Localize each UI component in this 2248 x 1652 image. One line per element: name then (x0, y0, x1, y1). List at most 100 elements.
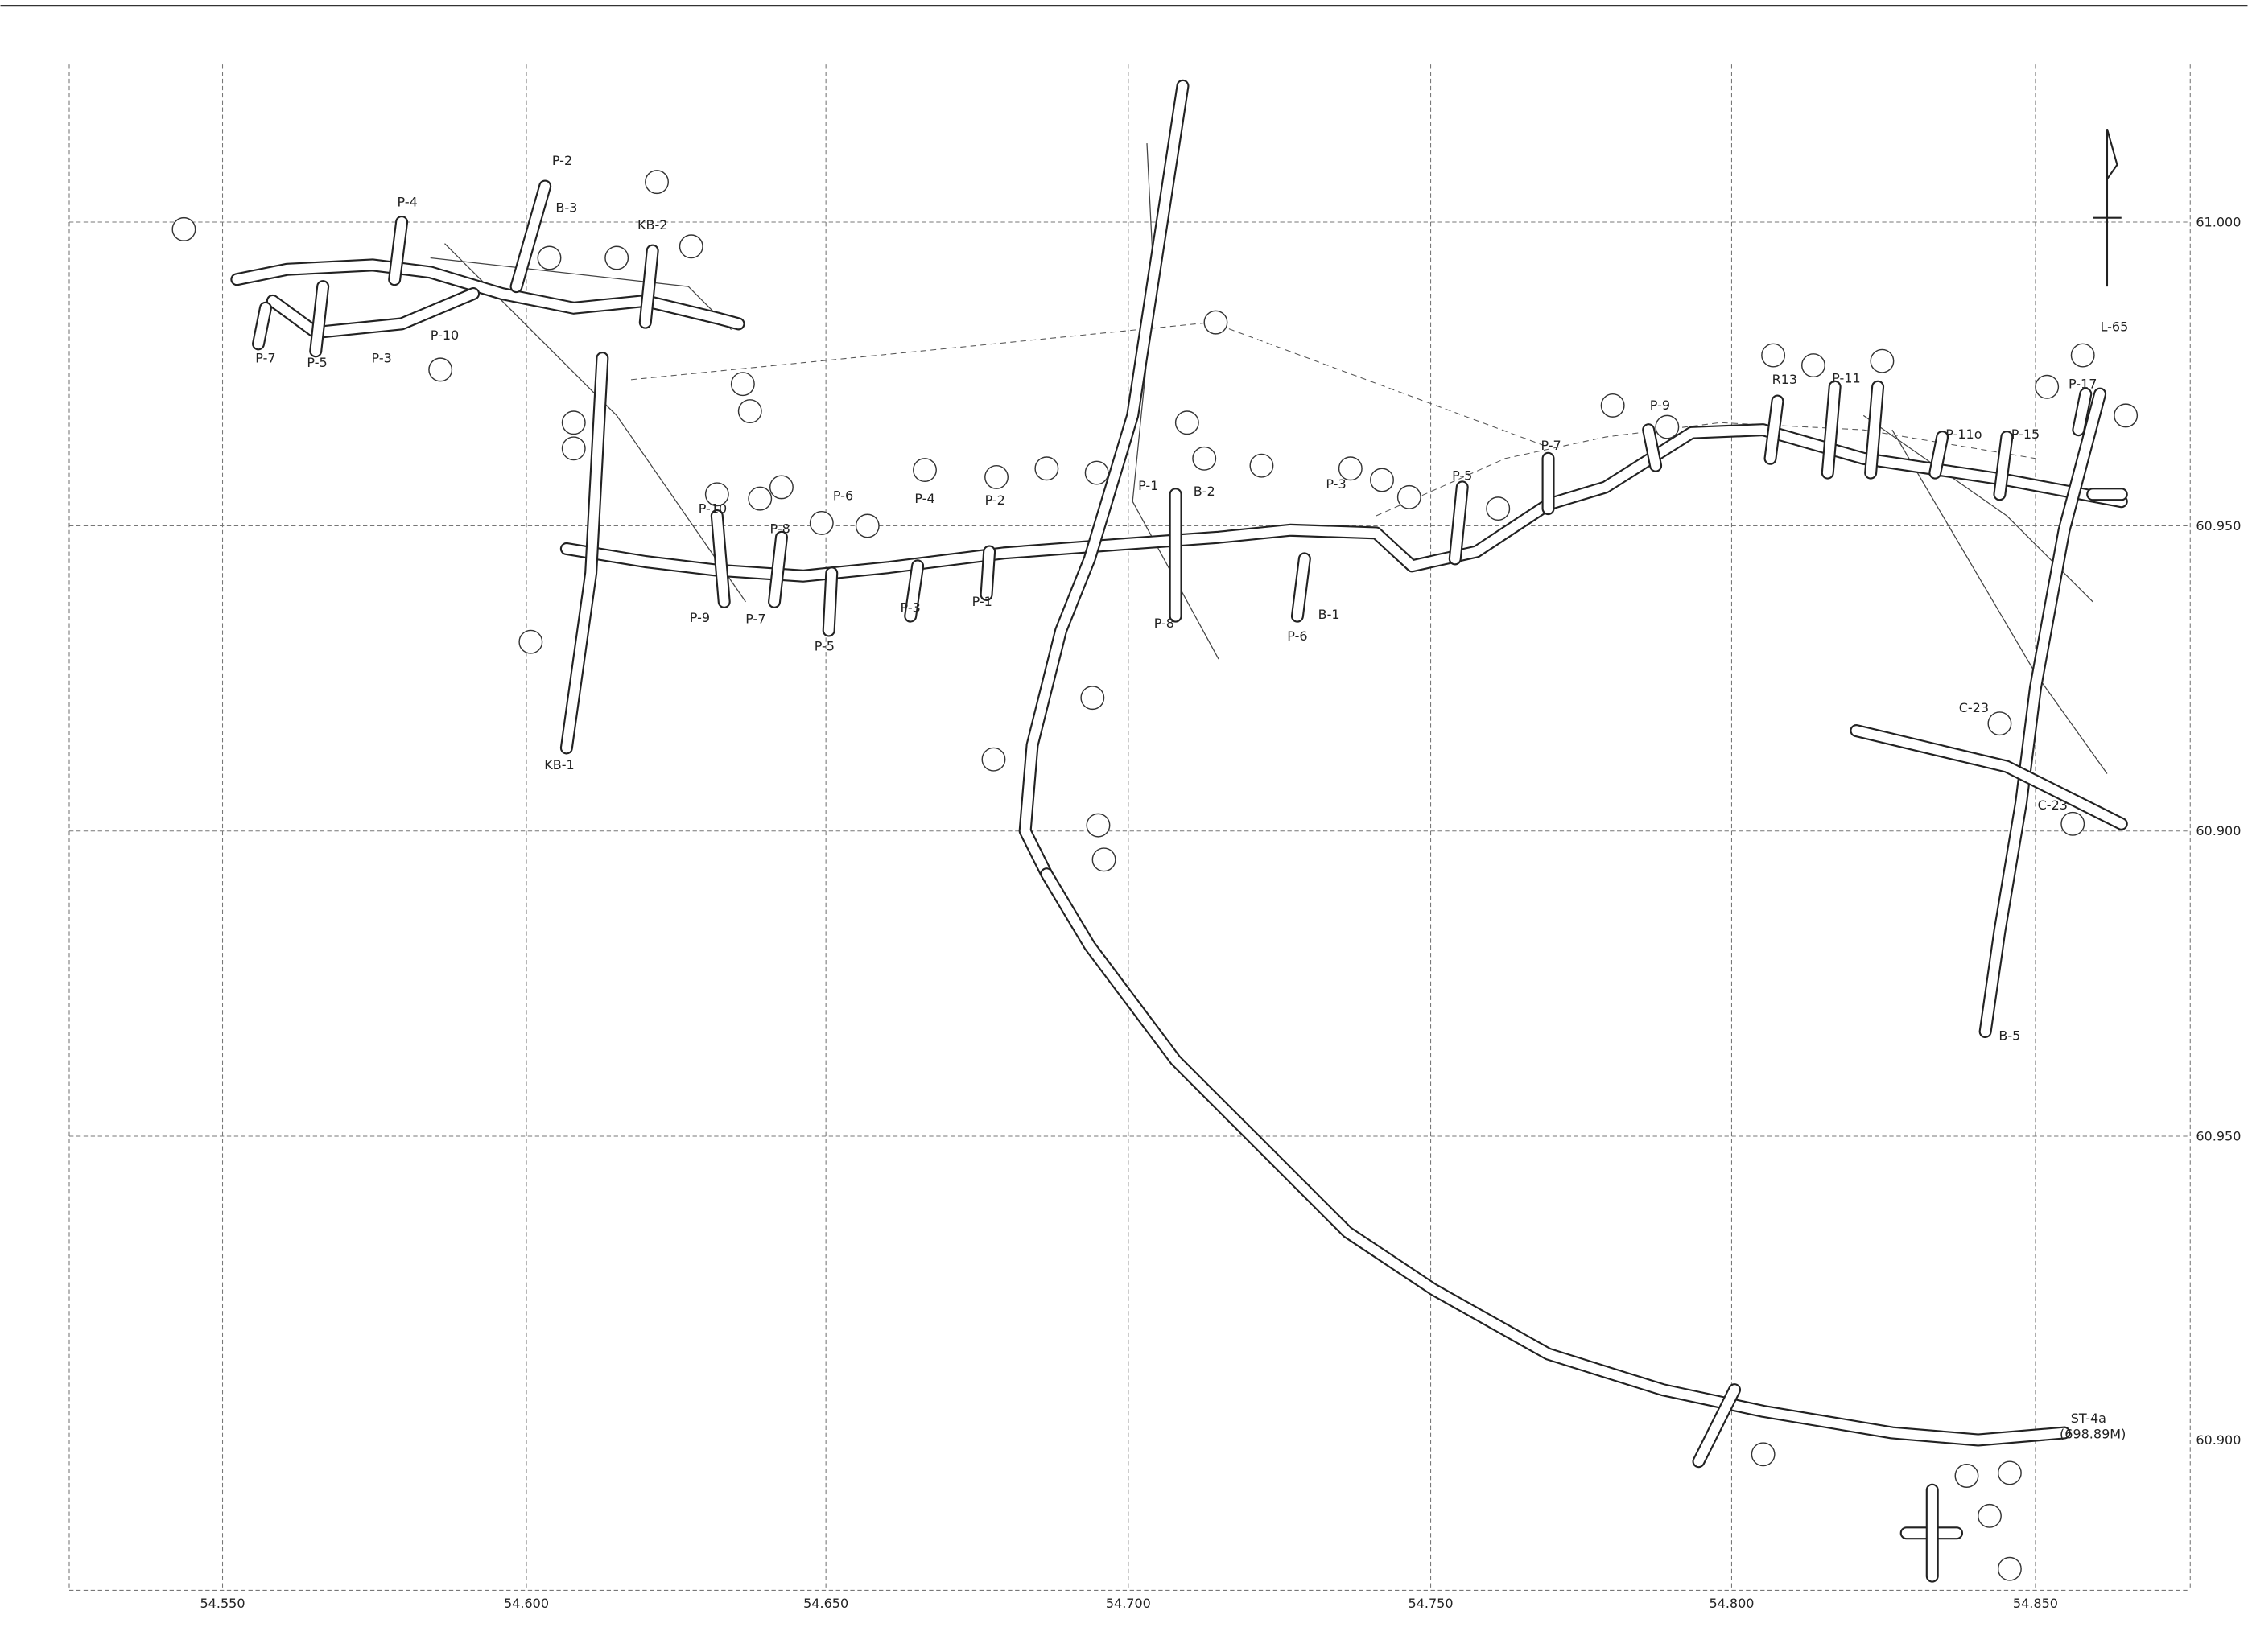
map-label: P-6 (1287, 628, 1307, 644)
sample-circle (646, 171, 668, 193)
x-coordinate-label: 54.700 (1106, 1596, 1151, 1611)
map-label: B-1 (1318, 607, 1340, 622)
sample-circle (1035, 457, 1058, 480)
sample-circle (1081, 686, 1103, 709)
x-coordinate-label: 54.600 (504, 1596, 549, 1611)
sample-circle (1751, 1443, 1774, 1465)
background (1, 0, 2248, 1652)
map-label: P-11 (1832, 370, 1860, 385)
map-label: P-3 (372, 350, 392, 365)
map-label: B-2 (1194, 484, 1215, 499)
sample-circle (1193, 447, 1215, 470)
y-coordinate-label: 60.900 (2196, 1432, 2241, 1448)
map-label: P-17 (2069, 377, 2097, 392)
x-coordinate-label: 54.550 (200, 1596, 245, 1611)
map-label: P-15 (2011, 426, 2040, 442)
sample-circle (1998, 1557, 2021, 1580)
x-coordinate-label: 54.650 (803, 1596, 848, 1611)
map-label: P-5 (815, 638, 835, 653)
sample-circle (1978, 1505, 2001, 1527)
sample-circle (1487, 497, 1509, 520)
map-label: P-3 (901, 599, 921, 615)
map-label: P-10 (699, 501, 727, 516)
map-label: P-5 (307, 355, 327, 370)
map-label: P-4 (398, 194, 418, 209)
map-label: R13 (1772, 372, 1798, 387)
map-label: P-10 (431, 328, 459, 343)
map-label: C-23 (2038, 797, 2068, 813)
sample-circle (1656, 415, 1678, 438)
sample-circle (1988, 712, 2011, 735)
sample-circle (1998, 1461, 2021, 1484)
map-label: (698.89M) (2060, 1427, 2126, 1442)
map-label: P-2 (552, 153, 572, 168)
sample-circle (2036, 376, 2058, 398)
map-label: P-1 (972, 594, 992, 609)
sample-circle (982, 748, 1004, 770)
map-label: P-8 (1154, 616, 1174, 631)
sample-circle (1371, 468, 1393, 491)
sample-circle (811, 512, 833, 534)
x-coordinate-label: 54.800 (1709, 1596, 1754, 1611)
sample-circle (1176, 411, 1198, 434)
sample-circle (749, 487, 771, 509)
map-label: P-7 (1541, 438, 1561, 453)
sample-circle (1871, 349, 1893, 372)
sample-circle (538, 246, 560, 269)
map-label: P-9 (690, 610, 710, 625)
x-coordinate-label: 54.850 (2013, 1596, 2058, 1611)
map-label: B-3 (555, 200, 577, 216)
sample-circle (680, 235, 703, 257)
tunnel-floor (829, 573, 832, 630)
map-label: P-2 (985, 492, 1005, 508)
map-label: C-23 (1959, 700, 1989, 715)
sample-circle (2114, 404, 2137, 426)
sample-circle (1762, 344, 1784, 366)
map-label: KB-1 (544, 757, 574, 772)
sample-circle (1085, 461, 1108, 484)
sample-circle (605, 246, 628, 269)
sample-circle (172, 218, 195, 241)
x-coordinate-label: 54.750 (1409, 1596, 1454, 1611)
map-label: P-4 (914, 491, 934, 506)
sample-circle (1087, 814, 1109, 836)
map-label: P-9 (1650, 398, 1670, 413)
sample-circle (563, 437, 585, 459)
sample-circle (739, 400, 761, 422)
map-label: KB-2 (637, 217, 667, 233)
map-label: L-65 (2100, 319, 2128, 334)
y-coordinate-label: 60.900 (2196, 823, 2241, 838)
map-label: P-11o (1945, 426, 1982, 442)
sample-circle (1250, 454, 1272, 476)
sample-circle (563, 411, 585, 434)
sample-circle (1601, 394, 1623, 417)
map-label: P-7 (745, 612, 765, 627)
sample-circle (1092, 848, 1115, 871)
sample-circle (1802, 354, 1825, 377)
map-label: P-7 (255, 350, 275, 365)
sample-circle (2071, 344, 2093, 366)
mine-map: 54.550 54.600 54.650 54.700 54.750 54.800 54.8… (0, 0, 2248, 1652)
map-label: P-8 (770, 521, 790, 536)
y-coordinate-label: 60.950 (2196, 1128, 2241, 1143)
sample-circle (856, 514, 879, 537)
map-label: P-6 (833, 488, 853, 503)
sample-circle (985, 466, 1008, 488)
map-label: B-5 (1998, 1028, 2020, 1044)
map-label: P-5 (1452, 468, 1472, 483)
sample-circle (1398, 486, 1421, 509)
sample-circle (914, 459, 936, 481)
sample-circle (770, 476, 793, 498)
sample-circle (519, 630, 542, 653)
sample-circle (1204, 311, 1227, 333)
map-label: ST-4a (2071, 1411, 2106, 1426)
y-coordinate-label: 60.950 (2196, 518, 2241, 534)
sample-circle (429, 358, 452, 381)
sample-circle (2061, 813, 2084, 835)
map-label: P-3 (1326, 476, 1346, 492)
y-coordinate-label: 61.000 (2196, 214, 2241, 229)
tunnel-floor (987, 552, 990, 595)
sample-circle (1955, 1465, 1978, 1487)
sample-circle (732, 373, 754, 395)
map-label: P-1 (1138, 478, 1158, 493)
